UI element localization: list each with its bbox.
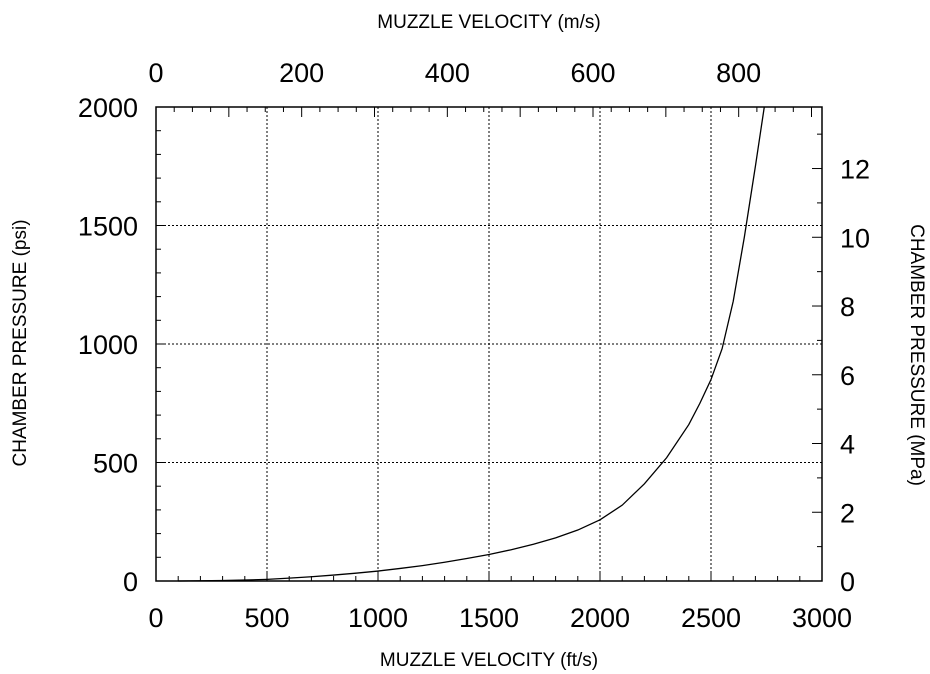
y-tick-label: 2000 <box>78 93 138 123</box>
x-tick-label: 3000 <box>792 603 852 633</box>
y2-tick-label: 12 <box>840 155 870 185</box>
y-tick-label: 0 <box>123 567 138 597</box>
y-tick-label: 500 <box>93 449 138 479</box>
x-tick-label: 2500 <box>681 603 741 633</box>
y-axis-title: CHAMBER PRESSURE (psi) <box>10 219 31 466</box>
y2-tick-label: 2 <box>840 498 855 528</box>
x-tick-label: 500 <box>244 603 289 633</box>
y2-tick-label: 8 <box>840 292 855 322</box>
y-tick-label: 1500 <box>78 212 138 242</box>
x2-tick-label: 200 <box>279 58 324 88</box>
x-axis-title: MUZZLE VELOCITY (ft/s) <box>380 650 598 671</box>
x-tick-label: 2000 <box>570 603 630 633</box>
gridlines <box>156 107 822 581</box>
y2-tick-label: 6 <box>840 361 855 391</box>
tick-labels: 0 500 1000 1500 2000 2500 3000 0 200 400 600 800 0 50… <box>78 58 870 633</box>
y2-tick-label: 4 <box>840 430 855 460</box>
x2-tick-label: 0 <box>148 58 163 88</box>
y-tick-label: 1000 <box>78 330 138 360</box>
tick-marks <box>156 107 822 581</box>
x2-tick-label: 600 <box>570 58 615 88</box>
series-line <box>178 106 765 582</box>
x-tick-label: 1000 <box>348 603 408 633</box>
x2-tick-label: 400 <box>425 58 470 88</box>
x-tick-label: 1500 <box>459 603 519 633</box>
x2-tick-label: 800 <box>716 58 761 88</box>
x2-axis-title: MUZZLE VELOCITY (m/s) <box>377 12 600 33</box>
y2-tick-label: 0 <box>840 567 855 597</box>
y2-tick-label: 10 <box>840 223 870 253</box>
x-tick-label: 0 <box>148 603 163 633</box>
y2-axis-title: CHAMBER PRESSURE (MPa) <box>906 224 927 486</box>
